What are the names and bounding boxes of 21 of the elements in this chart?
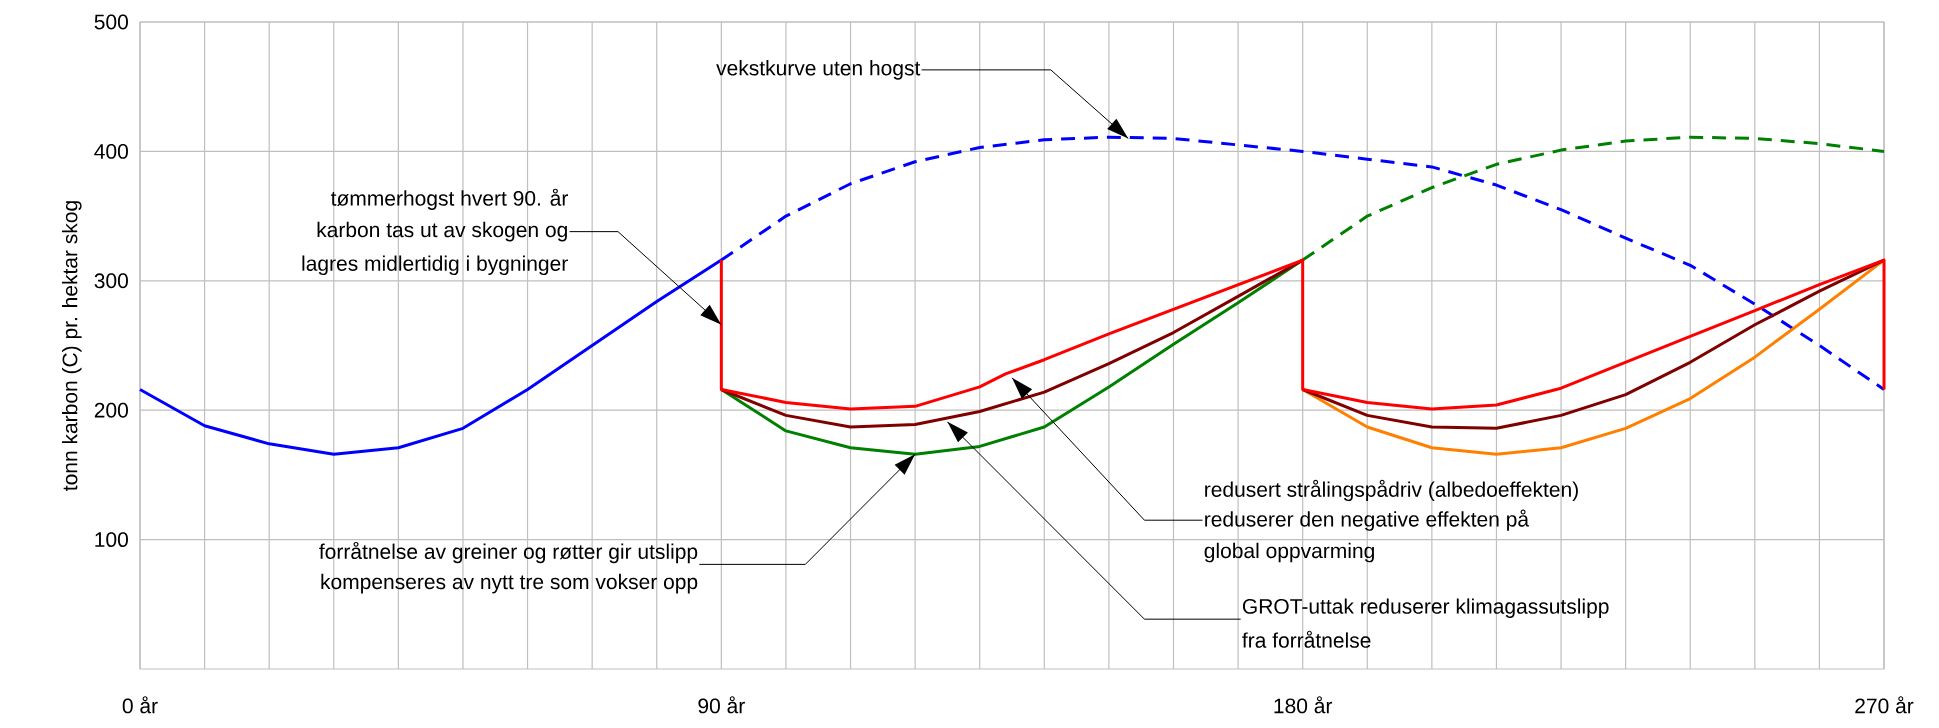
x-tick-label: 90 år	[698, 696, 745, 714]
y-axis-title: tonn karbon (C) pr. hektar skog	[61, 201, 82, 491]
annotation: karbon tas ut av skogen og	[317, 221, 567, 242]
annotation: forråtnelse av greiner og røtter gir utslipp	[319, 541, 698, 564]
annotation: redusert strålingspådriv (albedoeffekten)	[1205, 479, 1578, 502]
x-tick-label: 270 år	[1855, 696, 1914, 714]
annotation: reduserer den negative effekten på	[1205, 509, 1530, 531]
x-tick-label: 0 år	[122, 696, 158, 714]
y-tick-label: 400	[94, 143, 128, 159]
annotation: GROT-uttak reduserer klimagassutslipp	[1242, 598, 1609, 618]
annotation: tømmerhogst hvert 90. år	[330, 188, 568, 210]
annotation: global oppvarming	[1204, 542, 1374, 563]
annotation: vekstkurve uten hogst	[716, 60, 921, 80]
y-tick-label: 100	[95, 532, 128, 548]
y-tick-label: 500	[94, 14, 128, 30]
y-tick-label: 200	[94, 402, 128, 418]
annotation: kompenseres av nytt tre som vokser opp	[321, 573, 698, 594]
annotation: lagres midlertidig i bygninger	[302, 255, 568, 276]
annotation: fra forråtnelse	[1242, 630, 1371, 648]
y-tick-label: 300	[94, 273, 128, 289]
x-tick-label: 180 år	[1274, 696, 1333, 714]
